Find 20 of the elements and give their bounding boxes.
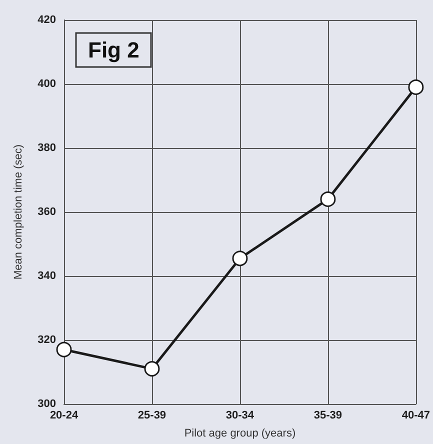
x-axis-title: Pilot age group (years)	[184, 428, 296, 440]
y-tick-label: 420	[38, 14, 56, 26]
point	[408, 79, 424, 95]
y-tick-label: 300	[38, 398, 56, 410]
y-tick-label: 340	[38, 270, 56, 282]
y-tick-label: 320	[38, 334, 56, 346]
y-tick-label: 400	[38, 78, 56, 90]
x-tick-label: 40-47	[402, 410, 430, 422]
y-tick-label: 360	[38, 206, 56, 218]
x-tick-label: 30-34	[226, 410, 255, 422]
y-tick-label: 380	[38, 142, 56, 154]
point	[320, 191, 336, 207]
point	[56, 342, 72, 358]
x-tick-label: 20-24	[50, 410, 79, 422]
x-tick-label: 35-39	[314, 410, 342, 422]
point	[144, 361, 160, 377]
point	[232, 250, 248, 266]
x-tick-label: 25-39	[138, 410, 166, 422]
text: Fig 2	[88, 38, 140, 62]
y-axis-title: Mean completion time (sec)	[12, 144, 24, 280]
